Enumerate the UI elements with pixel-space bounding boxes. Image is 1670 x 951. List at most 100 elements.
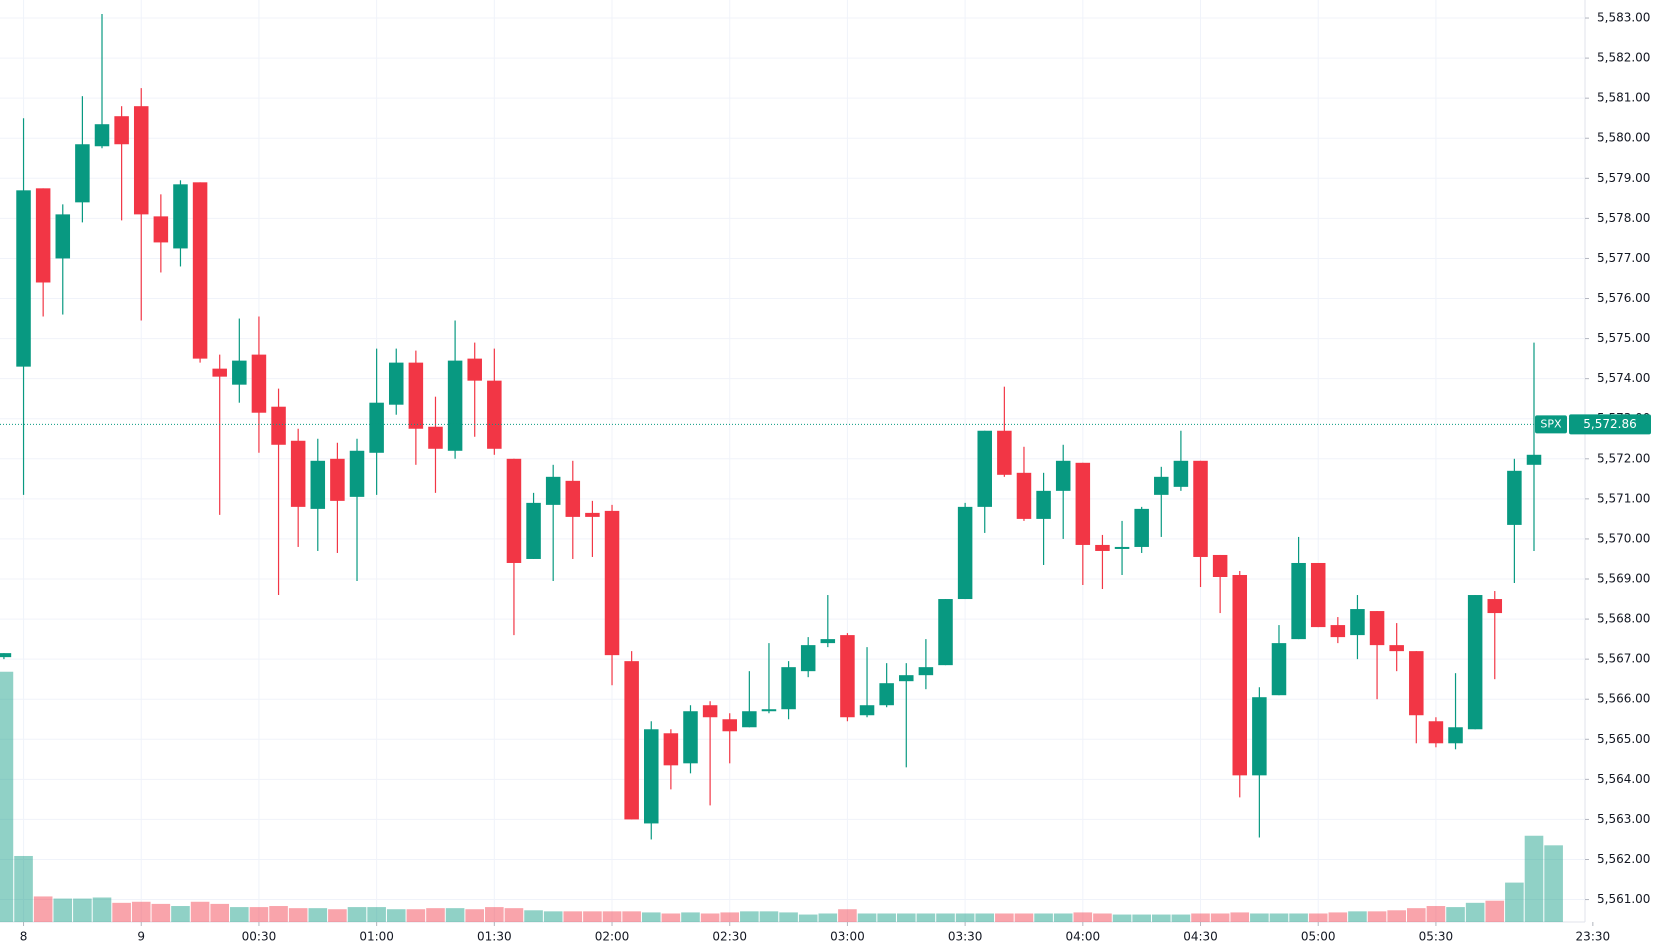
candle-body bbox=[1036, 490, 1051, 519]
volume-bar bbox=[1524, 835, 1544, 922]
candle-body bbox=[1310, 562, 1326, 628]
candle-body bbox=[1173, 460, 1189, 487]
y-tick-label: 5,579.00 bbox=[1597, 171, 1650, 185]
x-tick-label: 03:00 bbox=[830, 930, 865, 944]
y-tick-label: 5,564.00 bbox=[1597, 772, 1650, 786]
candle-body bbox=[1075, 462, 1091, 545]
x-tick-label: 9 bbox=[137, 930, 145, 944]
candle-body bbox=[997, 430, 1012, 475]
y-tick-label: 5,568.00 bbox=[1597, 612, 1650, 626]
candle-body bbox=[1154, 476, 1169, 495]
volume-bar bbox=[1269, 913, 1289, 922]
candle-body bbox=[545, 476, 561, 505]
candle-body bbox=[663, 733, 679, 766]
volume-bar bbox=[1191, 913, 1210, 922]
candle-body bbox=[192, 182, 208, 359]
y-tick-label: 5,569.00 bbox=[1597, 572, 1650, 586]
candle-body bbox=[565, 480, 581, 517]
volume-bar bbox=[386, 909, 406, 922]
candle-body bbox=[957, 506, 973, 600]
candle-body bbox=[55, 214, 71, 259]
candle-body bbox=[408, 362, 424, 429]
candle-body bbox=[1507, 470, 1522, 525]
y-tick-label: 5,574.00 bbox=[1597, 371, 1650, 385]
y-tick-label: 5,576.00 bbox=[1597, 291, 1650, 305]
volume-bar bbox=[975, 913, 995, 922]
volume-bar bbox=[838, 909, 857, 922]
x-tick-label: 00:30 bbox=[242, 930, 277, 944]
volume-bar bbox=[1151, 914, 1171, 922]
volume-bar bbox=[759, 911, 779, 922]
x-tick-label: 01:30 bbox=[477, 930, 512, 944]
volume-bar bbox=[1465, 902, 1485, 922]
volume-bar bbox=[955, 913, 975, 922]
candle-body bbox=[879, 683, 894, 706]
candle-body bbox=[938, 599, 953, 666]
volume-bar bbox=[1387, 910, 1406, 922]
volume-bar bbox=[33, 896, 53, 922]
volume-bar bbox=[308, 908, 328, 922]
candle-body bbox=[1428, 721, 1444, 744]
candle-body bbox=[1212, 554, 1228, 578]
x-tick-label: 01:00 bbox=[359, 930, 394, 944]
candle-body bbox=[1252, 697, 1267, 776]
candle-body bbox=[369, 402, 384, 453]
volume-bar bbox=[14, 855, 33, 922]
volume-bar bbox=[1289, 913, 1308, 922]
candle-body bbox=[232, 360, 247, 385]
y-tick-label: 5,578.00 bbox=[1597, 211, 1650, 225]
candle-body bbox=[781, 667, 796, 710]
y-tick-label: 5,577.00 bbox=[1597, 251, 1650, 265]
volume-bar bbox=[1446, 907, 1465, 922]
volume-bar bbox=[602, 911, 622, 922]
candle-body bbox=[1271, 643, 1287, 696]
candle-body bbox=[388, 362, 404, 405]
candle-body bbox=[153, 216, 169, 243]
candle-body bbox=[1134, 508, 1149, 547]
volume-bar bbox=[1348, 911, 1367, 922]
y-tick-label: 5,580.00 bbox=[1597, 131, 1650, 145]
y-tick-label: 5,570.00 bbox=[1597, 531, 1650, 545]
volume-bar bbox=[406, 909, 426, 922]
candle-body bbox=[526, 502, 541, 559]
candle-body bbox=[820, 639, 836, 644]
volume-bar bbox=[1426, 906, 1446, 922]
volume bbox=[0, 671, 1563, 922]
volume-bar bbox=[857, 913, 877, 922]
y-tick-label: 5,571.00 bbox=[1597, 491, 1650, 505]
candle-body bbox=[1330, 625, 1346, 638]
candle-body bbox=[1114, 546, 1130, 549]
volume-bar bbox=[877, 913, 896, 922]
volume-bar bbox=[563, 911, 583, 922]
x-tick-label: 05:30 bbox=[1419, 930, 1454, 944]
volume-bar bbox=[1505, 882, 1524, 922]
candle-body bbox=[1409, 651, 1424, 716]
candle-body bbox=[1095, 544, 1110, 551]
candle-body bbox=[1369, 611, 1385, 646]
candle-body bbox=[761, 709, 777, 712]
candle-body bbox=[290, 440, 306, 507]
volume-bar bbox=[1210, 913, 1230, 922]
candle-body bbox=[467, 358, 482, 381]
last-price-label: 5,572.86 bbox=[1583, 417, 1636, 431]
candle-body bbox=[428, 426, 443, 449]
candle-body bbox=[1232, 574, 1248, 776]
volume-bar bbox=[465, 909, 485, 922]
y-tick-label: 5,582.00 bbox=[1597, 51, 1650, 65]
volume-bar bbox=[1230, 912, 1250, 922]
volume-bar bbox=[583, 911, 602, 922]
candle-body bbox=[349, 450, 365, 497]
y-tick-label: 5,567.00 bbox=[1597, 652, 1650, 666]
candle-body bbox=[918, 667, 934, 676]
volume-bar bbox=[230, 907, 249, 922]
candle-body bbox=[800, 645, 816, 672]
x-tick-label: 04:30 bbox=[1183, 930, 1218, 944]
x-tick-label: 23:30 bbox=[1576, 930, 1611, 944]
symbol-badge bbox=[1535, 415, 1567, 434]
volume-bar bbox=[1250, 913, 1269, 922]
candle-body bbox=[840, 635, 855, 718]
volume-bar bbox=[896, 913, 916, 922]
volume-bar bbox=[1053, 913, 1073, 922]
volume-bar bbox=[367, 907, 386, 922]
